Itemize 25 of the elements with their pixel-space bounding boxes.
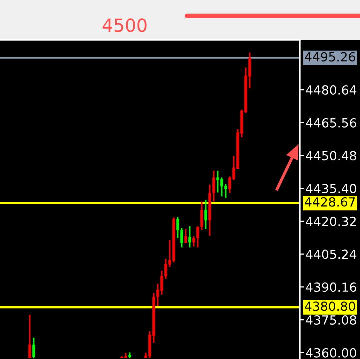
candlestick (220, 177, 224, 198)
ref-line-label: 4428.67 (305, 197, 356, 207)
y-tick-label: 4420.32 (306, 216, 356, 226)
y-tick-label: 4375.08 (306, 316, 356, 325)
candlestick (28, 314, 32, 359)
candlestick (196, 226, 200, 248)
candlestick (204, 199, 208, 230)
y-tick-label: 4390.16 (306, 282, 356, 292)
ref-line-label: 4380.80 (305, 302, 356, 312)
candlestick (224, 183, 228, 199)
candlestick (216, 170, 220, 194)
text: 4500 (102, 18, 147, 32)
candlestick (192, 236, 196, 248)
y-tick-label: 4360.00 (306, 348, 356, 358)
y-tick-label: 4480.64 (306, 86, 357, 95)
candlestick (32, 337, 36, 359)
ref-line-label: 4495.26 (305, 52, 356, 62)
candlestick (200, 200, 204, 231)
candlestick (212, 170, 216, 202)
y-tick-label: 4465.56 (306, 118, 356, 128)
y-tick-label: 4435.40 (306, 184, 356, 194)
y-tick-label: 4405.24 (306, 250, 357, 260)
candlestick (188, 226, 192, 248)
candlestick (184, 228, 188, 244)
y-tick-label: 4450.48 (306, 151, 356, 161)
